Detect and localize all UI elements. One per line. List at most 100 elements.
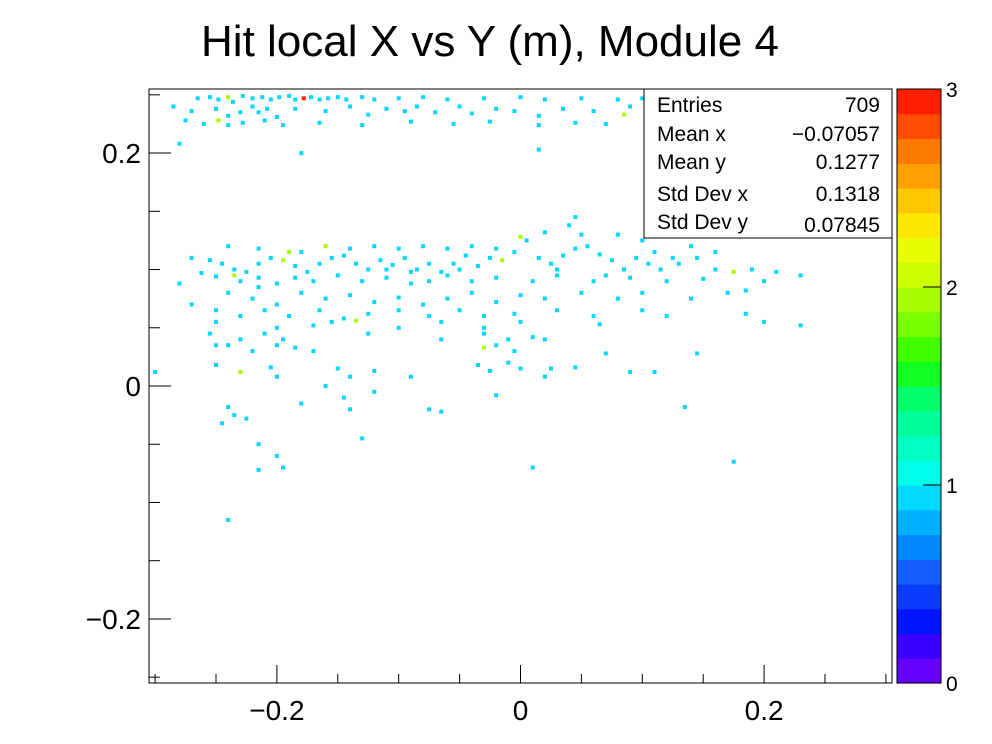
color-scale-segment bbox=[897, 509, 941, 536]
histogram-cell bbox=[469, 290, 474, 295]
y-tick-label: 0.2 bbox=[102, 138, 141, 169]
z-tick-label: 0 bbox=[946, 673, 958, 696]
histogram-cell bbox=[427, 279, 432, 284]
histogram-cell bbox=[512, 109, 517, 114]
histogram-cell bbox=[232, 267, 237, 272]
histogram-cell bbox=[305, 269, 310, 274]
histogram-cell bbox=[731, 459, 736, 464]
histogram-cell bbox=[281, 465, 285, 470]
color-scale-segment bbox=[897, 138, 941, 164]
histogram-cell bbox=[354, 261, 359, 266]
histogram-cell bbox=[743, 311, 748, 316]
histogram-cell bbox=[549, 366, 553, 371]
histogram-cell bbox=[396, 295, 401, 300]
stats-box-frame bbox=[643, 88, 893, 239]
histogram-cell bbox=[260, 95, 265, 100]
x-tick-label: 0.2 bbox=[745, 695, 784, 726]
histogram-cell bbox=[512, 349, 517, 354]
histogram-cell bbox=[762, 319, 767, 324]
color-scale: 0 1 2 3 bbox=[896, 79, 958, 696]
histogram-cell bbox=[396, 246, 401, 251]
histogram-cell bbox=[293, 97, 298, 102]
histogram-cell bbox=[421, 95, 426, 100]
histogram-cell bbox=[256, 467, 261, 472]
histogram-cell bbox=[579, 232, 584, 237]
histogram-cell bbox=[713, 267, 718, 272]
histogram-cell bbox=[542, 337, 547, 342]
histogram-cell bbox=[500, 258, 505, 263]
histogram-cell bbox=[299, 401, 304, 406]
histogram-cell bbox=[274, 281, 279, 286]
histogram-cell bbox=[457, 308, 462, 313]
histogram-cell bbox=[226, 290, 231, 295]
color-scale-segment bbox=[897, 633, 941, 659]
stats-value-entries: 709 bbox=[845, 94, 880, 117]
histogram-cell bbox=[561, 106, 566, 111]
histogram-cell bbox=[226, 343, 231, 348]
histogram-cell bbox=[317, 97, 322, 102]
histogram-cell bbox=[220, 421, 225, 426]
color-scale-segment bbox=[897, 460, 941, 486]
histogram-cell bbox=[214, 319, 218, 324]
histogram-cell bbox=[725, 290, 730, 295]
histogram-cell bbox=[256, 261, 261, 266]
histogram-cell bbox=[262, 331, 267, 336]
histogram-cell bbox=[561, 253, 566, 258]
histogram-cell bbox=[427, 407, 432, 412]
histogram-cell bbox=[199, 271, 204, 275]
histogram-cell bbox=[183, 118, 188, 123]
histogram-cell bbox=[603, 121, 608, 126]
histogram-cell bbox=[293, 106, 298, 111]
histogram-cell bbox=[689, 244, 693, 249]
histogram-cell bbox=[311, 349, 316, 354]
histogram-cell bbox=[195, 96, 200, 101]
histogram-cell bbox=[445, 273, 450, 278]
histogram-cell bbox=[274, 374, 279, 379]
color-scale-segment bbox=[897, 113, 941, 140]
histogram-cell bbox=[512, 311, 517, 316]
histogram-cell bbox=[360, 436, 365, 441]
histogram-cell bbox=[366, 311, 371, 316]
histogram-cell bbox=[317, 261, 322, 266]
histogram-cell bbox=[591, 279, 596, 284]
histogram-cell bbox=[512, 250, 517, 255]
histogram-cell bbox=[256, 285, 261, 289]
stats-value-std-y: 0.07845 bbox=[804, 214, 880, 237]
histogram-cell bbox=[335, 366, 340, 371]
histogram-cell bbox=[518, 234, 523, 239]
histogram-cell bbox=[326, 96, 331, 101]
histogram-cell bbox=[555, 273, 559, 278]
histogram-cell bbox=[341, 253, 346, 258]
histogram-cell bbox=[603, 351, 608, 356]
stats-label-mean-y: Mean y bbox=[657, 151, 726, 174]
histogram-cell bbox=[214, 308, 218, 313]
histogram-cell bbox=[274, 453, 279, 458]
histogram-cell bbox=[274, 115, 279, 119]
histogram-cell bbox=[287, 314, 292, 319]
histogram-cell bbox=[396, 308, 401, 313]
histogram-cell bbox=[494, 275, 499, 280]
histogram-cell bbox=[281, 123, 285, 128]
histogram-cell bbox=[482, 96, 486, 101]
histogram-cell bbox=[798, 323, 803, 328]
histogram-cell bbox=[615, 232, 620, 237]
histogram-cell bbox=[384, 106, 389, 111]
histogram-cell bbox=[268, 97, 273, 102]
color-scale-segment bbox=[897, 410, 941, 437]
histogram-cell bbox=[402, 255, 407, 260]
histogram-cell bbox=[329, 255, 334, 260]
z-tick-label: 3 bbox=[946, 79, 958, 102]
histogram-cell bbox=[555, 267, 559, 272]
histogram-cell bbox=[214, 343, 218, 348]
histogram-cell bbox=[323, 109, 328, 114]
histogram-cell bbox=[579, 96, 584, 101]
histogram-cell bbox=[676, 261, 681, 266]
histogram-cell bbox=[226, 113, 231, 118]
histogram-cell bbox=[536, 123, 541, 128]
histogram-cell bbox=[207, 258, 212, 263]
histogram-cell bbox=[549, 261, 553, 266]
histogram-cell bbox=[530, 465, 535, 470]
histogram-cell bbox=[274, 325, 279, 330]
histogram-cell bbox=[695, 255, 700, 260]
color-scale-segment bbox=[897, 262, 941, 288]
